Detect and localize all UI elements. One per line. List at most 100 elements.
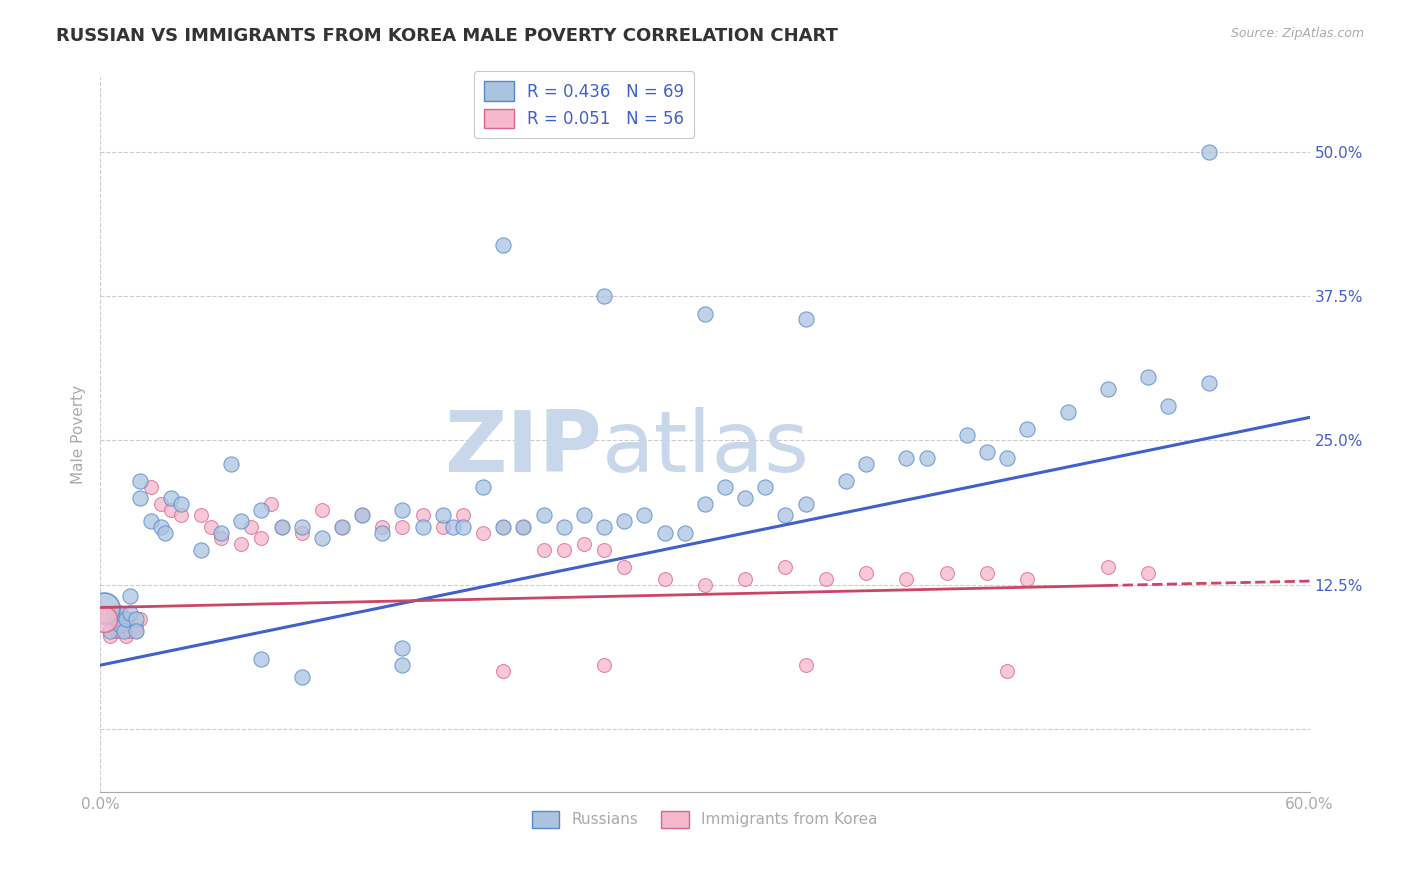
Point <box>110 607 132 621</box>
Point <box>654 572 676 586</box>
Point <box>492 520 515 534</box>
Point <box>112 618 135 632</box>
Point <box>693 497 716 511</box>
Point <box>250 652 273 666</box>
Point <box>98 624 121 638</box>
Point <box>1097 382 1119 396</box>
Point <box>412 520 434 534</box>
Point <box>159 502 181 516</box>
Point <box>512 520 534 534</box>
Point <box>775 560 797 574</box>
Point <box>129 612 152 626</box>
Point <box>714 479 737 493</box>
Point <box>794 497 817 511</box>
Point <box>896 450 918 465</box>
Point <box>451 508 474 523</box>
Point <box>200 520 222 534</box>
Point <box>976 445 998 459</box>
Point <box>120 624 142 638</box>
Point <box>855 566 877 580</box>
Point <box>250 532 273 546</box>
Text: ZIP: ZIP <box>444 408 602 491</box>
Point <box>441 520 464 534</box>
Point <box>855 457 877 471</box>
Point <box>1137 566 1160 580</box>
Point <box>391 640 413 655</box>
Point <box>125 618 148 632</box>
Point <box>98 629 121 643</box>
Point <box>432 508 454 523</box>
Point <box>956 427 979 442</box>
Point <box>139 514 162 528</box>
Point <box>190 543 212 558</box>
Point <box>976 566 998 580</box>
Point <box>270 520 292 534</box>
Point <box>734 572 756 586</box>
Point <box>125 612 148 626</box>
Point <box>149 520 172 534</box>
Point <box>129 474 152 488</box>
Point <box>110 618 132 632</box>
Point <box>814 572 837 586</box>
Point <box>93 612 115 626</box>
Point <box>432 520 454 534</box>
Point <box>190 508 212 523</box>
Point <box>673 525 696 540</box>
Point <box>492 520 515 534</box>
Point <box>139 479 162 493</box>
Point <box>291 670 314 684</box>
Point <box>291 525 314 540</box>
Point <box>512 520 534 534</box>
Point <box>1056 404 1078 418</box>
Point <box>250 502 273 516</box>
Point <box>1017 422 1039 436</box>
Point <box>572 537 595 551</box>
Point <box>492 237 515 252</box>
Point <box>391 502 413 516</box>
Point <box>553 520 575 534</box>
Point <box>593 289 616 303</box>
Point <box>693 307 716 321</box>
Point <box>291 520 314 534</box>
Point <box>209 525 232 540</box>
Point <box>654 525 676 540</box>
Point <box>412 508 434 523</box>
Point <box>472 525 495 540</box>
Point <box>935 566 957 580</box>
Point <box>553 543 575 558</box>
Point <box>120 589 142 603</box>
Point <box>103 607 125 621</box>
Point <box>231 514 253 528</box>
Point <box>260 497 283 511</box>
Point <box>533 543 555 558</box>
Point <box>115 629 138 643</box>
Point <box>209 532 232 546</box>
Point <box>613 560 636 574</box>
Text: Source: ZipAtlas.com: Source: ZipAtlas.com <box>1230 27 1364 40</box>
Text: RUSSIAN VS IMMIGRANTS FROM KOREA MALE POVERTY CORRELATION CHART: RUSSIAN VS IMMIGRANTS FROM KOREA MALE PO… <box>56 27 838 45</box>
Point <box>794 658 817 673</box>
Point <box>153 525 176 540</box>
Point <box>593 543 616 558</box>
Point <box>240 520 263 534</box>
Point <box>613 514 636 528</box>
Point <box>105 624 128 638</box>
Point <box>103 618 125 632</box>
Point <box>391 658 413 673</box>
Point <box>472 479 495 493</box>
Point <box>170 508 193 523</box>
Point <box>219 457 242 471</box>
Point <box>572 508 595 523</box>
Legend: Russians, Immigrants from Korea: Russians, Immigrants from Korea <box>526 805 884 834</box>
Point <box>371 525 394 540</box>
Point <box>115 612 138 626</box>
Point <box>734 491 756 505</box>
Point <box>995 664 1018 678</box>
Point <box>330 520 353 534</box>
Point <box>352 508 374 523</box>
Point <box>693 577 716 591</box>
Point <box>270 520 292 534</box>
Text: atlas: atlas <box>602 408 810 491</box>
Point <box>451 520 474 534</box>
Point <box>159 491 181 505</box>
